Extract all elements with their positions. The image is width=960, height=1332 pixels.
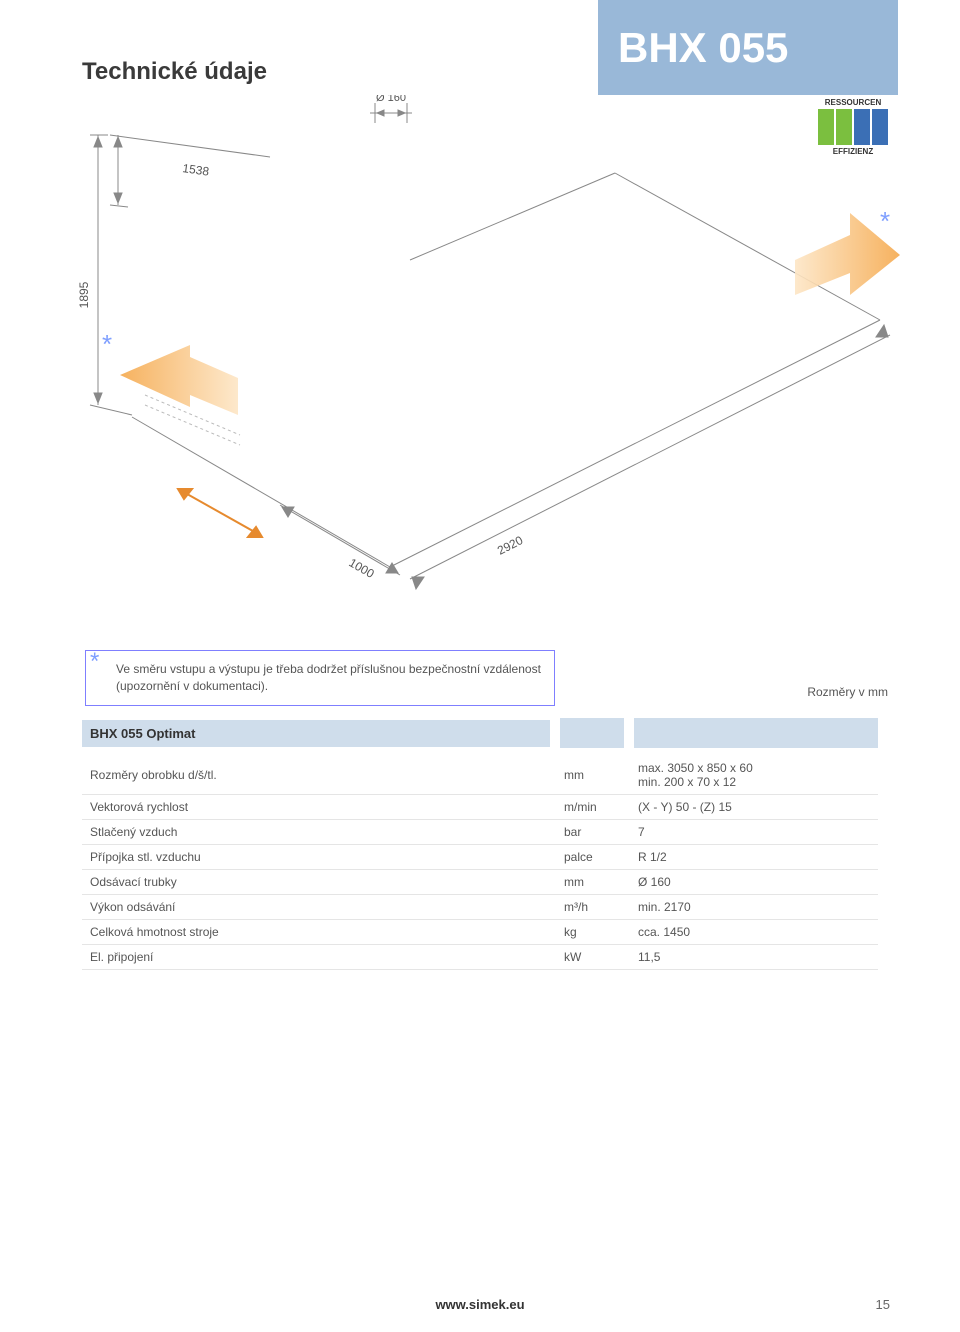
spec-value: Ø 160 [634,870,878,894]
spec-value: 7 [634,820,878,844]
spec-unit: bar [560,820,624,844]
note-star-icon: * [90,648,99,676]
product-code: BHX 055 [618,24,788,72]
footer-url: www.simek.eu [0,1297,960,1312]
spec-value: max. 3050 x 850 x 60min. 200 x 70 x 12 [634,756,878,794]
note-text: Ve směru vstupu a výstupu je třeba dodrž… [116,661,542,695]
table-row: El. připojení kW 11,5 [82,945,878,970]
star-right-icon: * [880,206,890,236]
table-row: Přípojka stl. vzduchu palce R 1/2 [82,845,878,870]
table-header-row: BHX 055 Optimat [82,718,878,748]
table-row: Stlačený vzduch bar 7 [82,820,878,845]
spec-name: Vektorová rychlost [82,795,550,819]
spec-name: Přípojka stl. vzduchu [82,845,550,869]
spec-unit: kg [560,920,624,944]
double-arrow-icon [178,489,262,537]
arrow-left-icon [120,345,240,445]
table-header-label: BHX 055 Optimat [82,720,550,747]
spec-unit: mm [560,870,624,894]
product-badge: BHX 055 [598,0,898,95]
table-row: Vektorová rychlost m/min (X - Y) 50 - (Z) … [82,795,878,820]
star-left-icon: * [102,329,112,359]
spec-name: Odsávací trubky [82,870,550,894]
table-row: Rozměry obrobku d/š/tl. mm max. 3050 x 850… [82,756,878,795]
spec-unit: m/min [560,795,624,819]
spec-name: Celková hmotnost stroje [82,920,550,944]
dim-width-label: Ø 160 [376,95,406,104]
table-row: Celková hmotnost stroje kg cca. 1450 [82,920,878,945]
spec-value: (X - Y) 50 - (Z) 15 [634,795,878,819]
dim-1538: 1538 [182,161,211,179]
spec-value: R 1/2 [634,845,878,869]
table-row: Odsávací trubky mm Ø 160 [82,870,878,895]
spec-name: Výkon odsávání [82,895,550,919]
page-number: 15 [876,1297,890,1312]
spec-value: min. 2170 [634,895,878,919]
spec-unit: m³/h [560,895,624,919]
dimension-diagram: Ø 160 1538 1895 1000 2920 [60,95,900,615]
spec-unit: palce [560,845,624,869]
header: Technické údaje BHX 055 [0,0,960,110]
spec-name: Rozměry obrobku d/š/tl. [82,763,550,787]
spec-table: BHX 055 Optimat Rozměry obrobku d/š/tl. m… [82,718,878,970]
spec-value: cca. 1450 [634,920,878,944]
dim-1895: 1895 [77,281,91,308]
dimensions-unit-label: Rozměry v mm [807,685,888,699]
spec-name: Stlačený vzduch [82,820,550,844]
spec-name: El. připojení [82,945,550,969]
note-box: Ve směru vstupu a výstupu je třeba dodrž… [85,650,555,706]
table-row: Výkon odsávání m³/h min. 2170 [82,895,878,920]
spec-unit: kW [560,945,624,969]
dim-2920: 2920 [495,533,525,558]
page-title-left: Technické údaje [82,58,267,86]
spec-value: 11,5 [634,945,878,969]
spec-unit: mm [560,763,624,787]
